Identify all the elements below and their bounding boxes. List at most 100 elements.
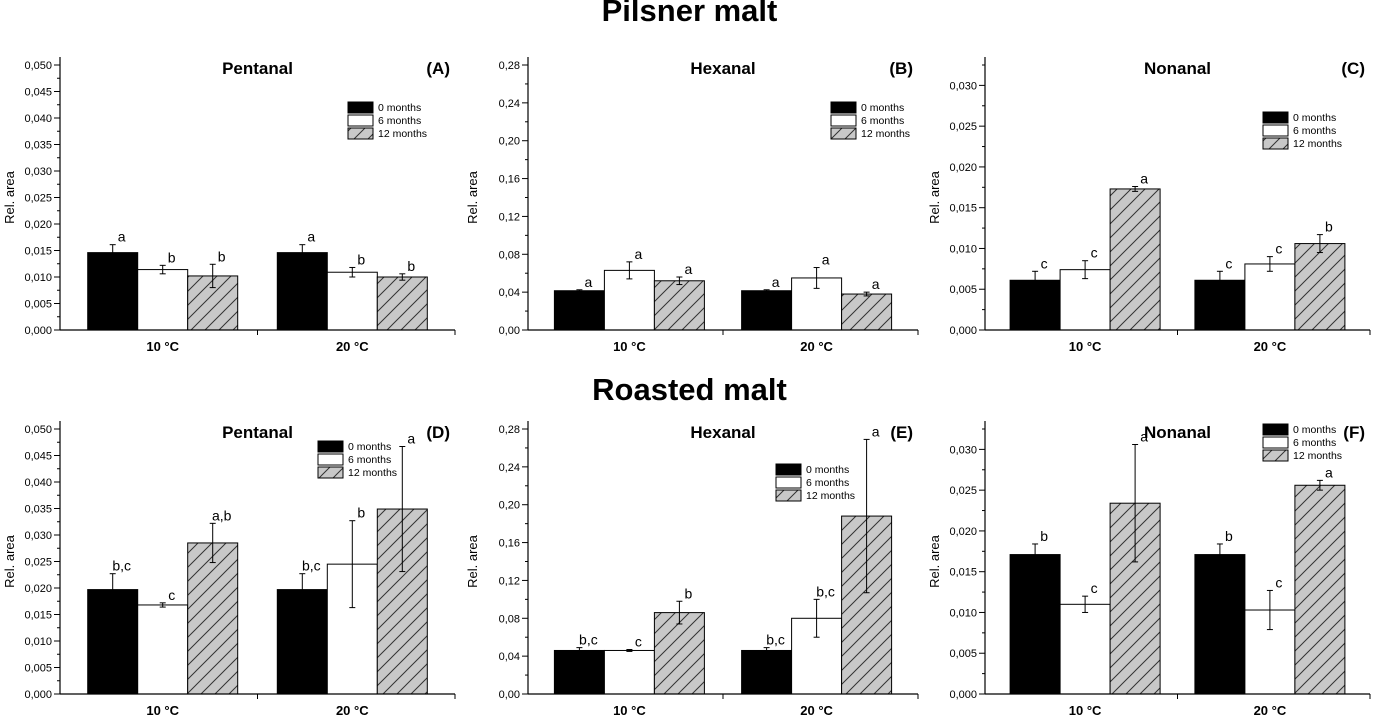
bar-12-months	[376, 276, 428, 331]
legend-label: 0 months	[1293, 424, 1336, 436]
y-tick-label: 0,08	[499, 249, 520, 261]
bar-6-months	[603, 649, 655, 695]
bar-12-months	[187, 542, 239, 695]
significance-letter: c	[168, 587, 175, 603]
significance-letter: b	[218, 248, 226, 264]
x-tick-label: 20 °C	[336, 703, 369, 715]
chart-title: Pentanal	[222, 59, 293, 78]
y-tick-label: 0,030	[24, 166, 52, 178]
panel-label: (A)	[426, 59, 450, 78]
y-tick-label: 0,16	[499, 538, 520, 550]
legend-swatch	[1262, 436, 1289, 449]
bar-6-months	[326, 271, 378, 331]
y-tick-label: 0,010	[24, 272, 52, 284]
significance-letter: c	[1091, 580, 1098, 596]
bar-6-months	[1059, 269, 1111, 331]
legend-label: 12 months	[378, 128, 427, 140]
bar-12-months	[653, 280, 705, 331]
y-tick-label: 0,015	[949, 567, 977, 579]
bar-12-months	[187, 275, 239, 331]
panel-label: (B)	[889, 59, 913, 78]
legend-label: 6 months	[861, 115, 904, 127]
significance-letter: c	[1091, 245, 1098, 261]
significance-letter: a,b	[212, 507, 232, 523]
y-tick-label: 0,00	[499, 689, 520, 701]
legend-swatch	[830, 127, 857, 140]
legend-swatch	[1262, 423, 1289, 436]
y-tick-label: 0,045	[24, 87, 52, 99]
panel-label: (D)	[426, 423, 450, 442]
y-tick-label: 0,015	[949, 203, 977, 215]
section-title-roasted: Roasted malt	[592, 372, 787, 407]
chart-panel-a: 0,000 0,005 0,010 0,015 0,020 0,025 0,030 0,035…	[2, 57, 456, 354]
y-tick-label: 0,00	[499, 325, 520, 337]
legend-label: 12 months	[861, 128, 910, 140]
y-tick-label: 0,16	[499, 174, 520, 186]
significance-letter: b,c	[766, 632, 785, 648]
y-tick-label: 0,000	[949, 689, 977, 701]
legend-swatch	[347, 127, 374, 140]
y-axis-label: Rel. area	[465, 170, 480, 224]
bar-0-months	[87, 589, 139, 695]
y-tick-label: 0,040	[24, 113, 52, 125]
y-tick-label: 0,28	[499, 60, 520, 72]
x-tick-label: 20 °C	[1254, 703, 1287, 715]
significance-letter: b	[1325, 219, 1333, 235]
legend-label: 6 months	[1293, 125, 1336, 137]
bar-0-months	[741, 649, 793, 695]
y-tick-label: 0,08	[499, 613, 520, 625]
y-tick-label: 0,030	[949, 444, 977, 456]
bar-0-months	[553, 649, 605, 695]
y-axis-label: Rel. area	[465, 534, 480, 588]
y-tick-label: 0,025	[949, 121, 977, 133]
x-tick-label: 10 °C	[146, 339, 179, 354]
chart-panel-f: 0,000 0,005 0,010 0,015 0,020 0,025 0,030 Rel. …	[927, 421, 1371, 715]
legend-label: 12 months	[1293, 450, 1342, 462]
legend-label: 0 months	[806, 464, 849, 476]
significance-letter: b	[168, 249, 176, 265]
y-axis-label: Rel. area	[927, 170, 942, 224]
significance-letter: a	[822, 252, 830, 268]
legend-label: 12 months	[1293, 138, 1342, 150]
bar-0-months	[553, 290, 605, 331]
y-tick-label: 0,000	[949, 325, 977, 337]
legend-swatch	[830, 114, 857, 127]
bar-12-months	[841, 293, 893, 331]
significance-letter: b,c	[579, 632, 598, 648]
significance-letter: b,c	[816, 583, 835, 599]
y-tick-label: 0,005	[949, 648, 977, 660]
legend-swatch	[775, 463, 802, 476]
bar-12-months	[1294, 484, 1346, 695]
y-tick-label: 0,040	[24, 477, 52, 489]
y-tick-label: 0,20	[499, 136, 520, 148]
y-tick-label: 0,12	[499, 575, 520, 587]
significance-letter: b,c	[112, 558, 131, 574]
x-tick-label: 20 °C	[800, 339, 833, 354]
significance-letter: a	[1140, 170, 1148, 186]
significance-letter: b,c	[302, 558, 321, 574]
y-tick-label: 0,010	[24, 636, 52, 648]
y-tick-label: 0,020	[24, 219, 52, 231]
significance-letter: c	[1041, 255, 1048, 271]
y-tick-label: 0,010	[949, 243, 977, 255]
chart-panel-c: 0,000 0,005 0,010 0,015 0,020 0,025 0,030 Rel. …	[927, 57, 1371, 354]
x-tick-label: 10 °C	[146, 703, 179, 715]
y-tick-label: 0,025	[24, 193, 52, 205]
chart-panel-d: 0,000 0,005 0,010 0,015 0,020 0,025 0,030 0,035…	[2, 421, 456, 715]
bar-6-months	[137, 269, 189, 331]
significance-letter: a	[118, 229, 126, 245]
y-tick-label: 0,04	[499, 287, 520, 299]
significance-letter: b	[357, 251, 365, 267]
legend-swatch	[317, 466, 344, 479]
legend-swatch	[317, 440, 344, 453]
legend-swatch	[1262, 449, 1289, 462]
significance-letter: b	[357, 505, 365, 521]
panel-label: (F)	[1343, 423, 1365, 442]
bar-12-months	[653, 612, 705, 695]
y-tick-label: 0,20	[499, 500, 520, 512]
significance-letter: c	[1225, 255, 1232, 271]
y-axis-label: Rel. area	[2, 170, 17, 224]
y-tick-label: 0,050	[24, 60, 52, 72]
section-title-pilsner: Pilsner malt	[601, 0, 778, 28]
y-tick-label: 0,045	[24, 451, 52, 463]
